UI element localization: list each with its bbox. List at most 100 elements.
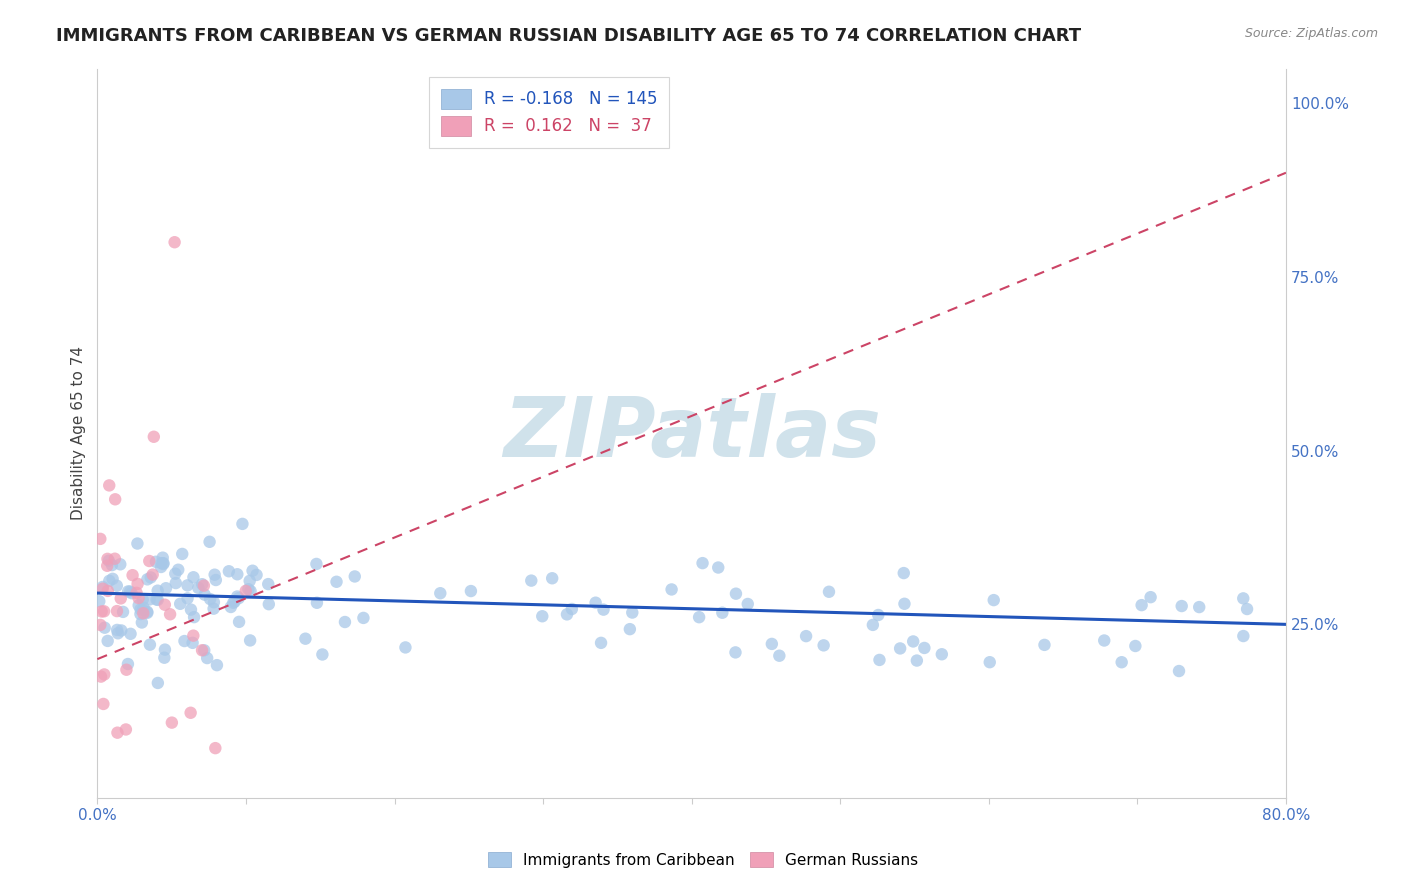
Point — [180, 706, 202, 720]
Point — [183, 629, 205, 643]
Point — [139, 638, 162, 652]
Point — [159, 607, 181, 622]
Point — [105, 604, 128, 618]
Point — [183, 610, 205, 624]
Point — [176, 591, 198, 606]
Point — [224, 595, 246, 609]
Point — [226, 567, 249, 582]
Point — [531, 609, 554, 624]
Point — [889, 641, 911, 656]
Point — [205, 573, 228, 587]
Point — [132, 607, 155, 621]
Point — [129, 602, 152, 616]
Point — [619, 622, 641, 636]
Point — [176, 578, 198, 592]
Point — [1092, 633, 1115, 648]
Point — [101, 558, 124, 573]
Point — [131, 615, 153, 630]
Point — [89, 594, 111, 608]
Point — [93, 604, 115, 618]
Point — [661, 582, 683, 597]
Point — [96, 558, 118, 573]
Point — [257, 597, 280, 611]
Point — [242, 564, 264, 578]
Point — [101, 572, 124, 586]
Point — [818, 584, 841, 599]
Point — [333, 615, 356, 629]
Point — [104, 551, 127, 566]
Point — [202, 595, 225, 609]
Point — [585, 596, 607, 610]
Point — [245, 568, 267, 582]
Point — [1236, 602, 1258, 616]
Point — [202, 601, 225, 615]
Point — [541, 571, 564, 585]
Point — [110, 558, 132, 572]
Point — [152, 557, 174, 571]
Point — [145, 555, 167, 569]
Point — [239, 584, 262, 599]
Point — [761, 637, 783, 651]
Point — [724, 587, 747, 601]
Point — [91, 582, 114, 596]
Point — [89, 532, 111, 546]
Point — [239, 574, 262, 588]
Point — [325, 574, 347, 589]
Point — [294, 632, 316, 646]
Point — [152, 556, 174, 570]
Point — [97, 554, 120, 568]
Point — [912, 640, 935, 655]
Point — [555, 607, 578, 622]
Point — [1111, 655, 1133, 669]
Point — [869, 653, 891, 667]
Point — [115, 663, 138, 677]
Point — [127, 577, 149, 591]
Point — [1033, 638, 1056, 652]
Point — [204, 567, 226, 582]
Point — [115, 723, 138, 737]
Point — [173, 634, 195, 648]
Point — [218, 564, 240, 578]
Point — [138, 592, 160, 607]
Point — [219, 599, 242, 614]
Point — [621, 606, 644, 620]
Point — [191, 643, 214, 657]
Point — [163, 235, 186, 250]
Point — [146, 676, 169, 690]
Point — [169, 597, 191, 611]
Point — [460, 584, 482, 599]
Point — [142, 430, 165, 444]
Point — [153, 650, 176, 665]
Point — [905, 654, 928, 668]
Point — [145, 592, 167, 607]
Point — [194, 588, 217, 602]
Point — [711, 606, 734, 620]
Point — [862, 618, 884, 632]
Point — [737, 597, 759, 611]
Point — [93, 667, 115, 681]
Point — [1168, 664, 1191, 678]
Point — [155, 581, 177, 595]
Point — [707, 560, 730, 574]
Point — [180, 602, 202, 616]
Point — [97, 634, 120, 648]
Point — [198, 534, 221, 549]
Point — [117, 584, 139, 599]
Point — [97, 583, 120, 598]
Point — [165, 566, 187, 581]
Point — [231, 516, 253, 531]
Point — [136, 572, 159, 586]
Point — [893, 597, 915, 611]
Point — [111, 605, 134, 619]
Point — [1170, 599, 1192, 613]
Text: ZIPatlas: ZIPatlas — [503, 392, 880, 474]
Point — [520, 574, 543, 588]
Point — [146, 592, 169, 607]
Point — [222, 596, 245, 610]
Point — [132, 592, 155, 607]
Point — [1130, 598, 1153, 612]
Point — [150, 556, 173, 570]
Point — [311, 648, 333, 662]
Point — [1188, 600, 1211, 615]
Point — [724, 645, 747, 659]
